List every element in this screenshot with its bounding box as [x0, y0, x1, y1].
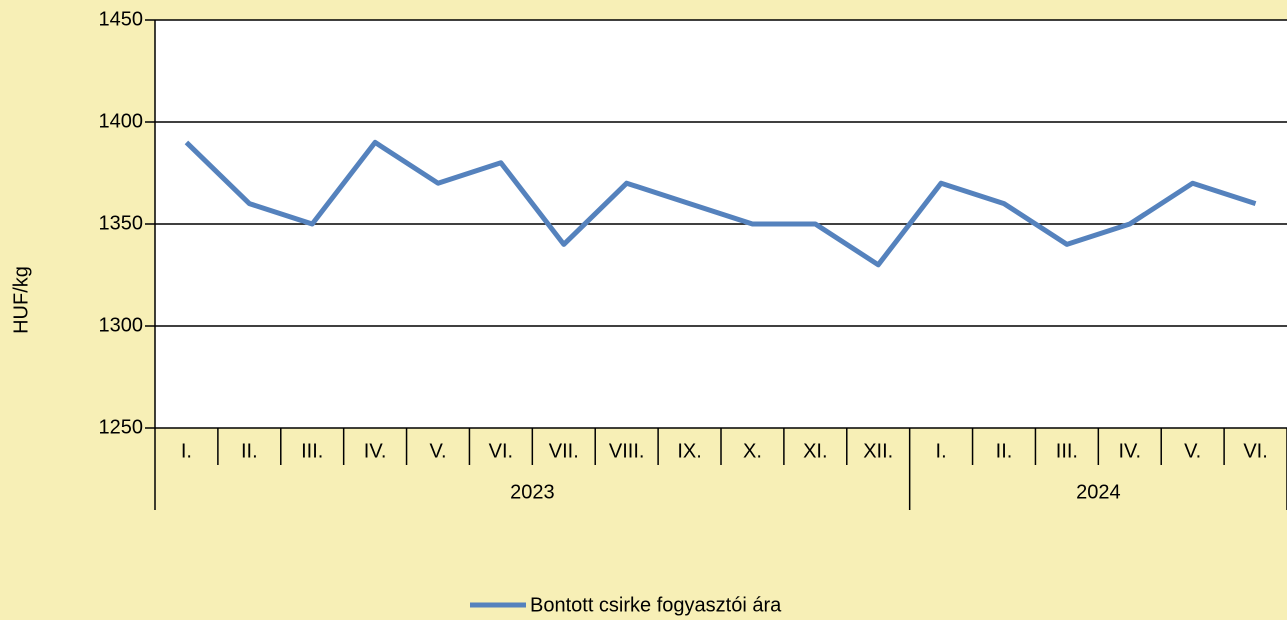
group-label: 2024 [1076, 481, 1121, 503]
y-axis-label: HUF/kg [10, 266, 32, 334]
legend-label: Bontott csirke fogyasztói ára [530, 594, 782, 616]
x-tick-label: V. [429, 440, 446, 462]
x-tick-label: III. [301, 440, 323, 462]
x-tick-label: VI. [1243, 440, 1267, 462]
x-tick-label: I. [181, 440, 192, 462]
group-label: 2023 [510, 481, 555, 503]
x-tick-label: II. [996, 440, 1013, 462]
y-tick-label: 1250 [99, 416, 144, 438]
y-tick-label: 1450 [99, 8, 144, 30]
x-tick-label: VII. [549, 440, 579, 462]
line-series [184, 139, 1257, 268]
x-tick-label: II. [241, 440, 258, 462]
x-tick-label: V. [1184, 440, 1201, 462]
x-tick-label: X. [743, 440, 762, 462]
x-tick-label: VI. [489, 440, 513, 462]
x-tick-label: IV. [364, 440, 387, 462]
y-tick-label: 1400 [99, 110, 144, 132]
x-tick-label: IX. [677, 440, 701, 462]
x-tick-label: VIII. [609, 440, 645, 462]
y-tick-label: 1300 [99, 314, 144, 336]
y-tick-label: 1350 [99, 212, 144, 234]
x-tick-label: XI. [803, 440, 827, 462]
x-tick-label: IV. [1118, 440, 1141, 462]
x-tick-label: III. [1056, 440, 1078, 462]
x-tick-label: XII. [863, 440, 893, 462]
x-tick-label: I. [936, 440, 947, 462]
